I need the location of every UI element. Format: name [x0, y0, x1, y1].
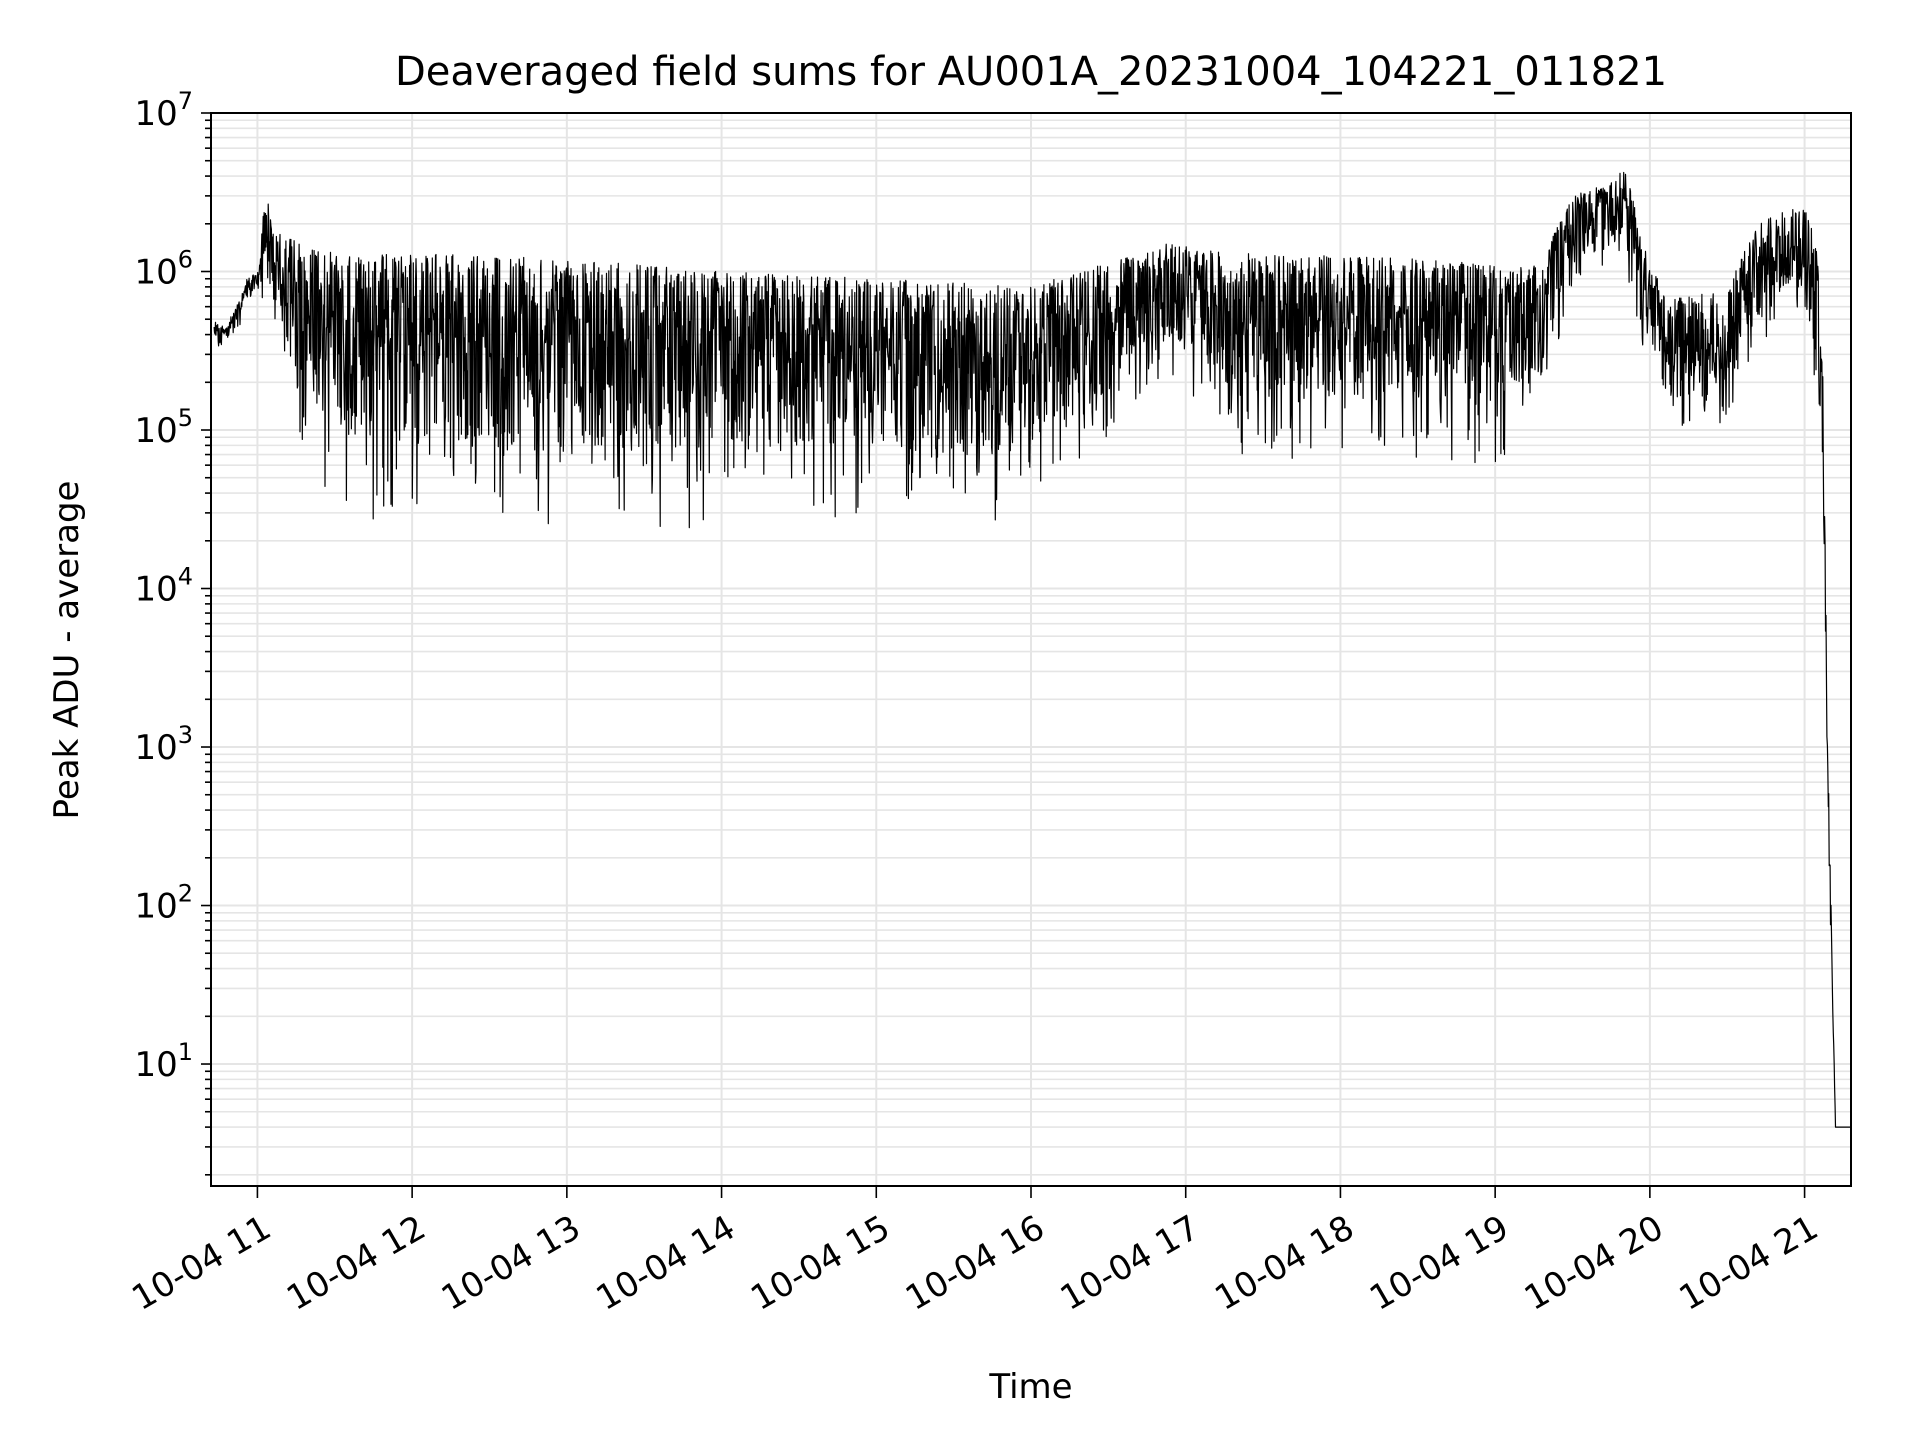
- y-tick-base: 10: [134, 94, 177, 134]
- y-tick-label: 101: [134, 1038, 193, 1085]
- y-axis-label: Peak ADU - average: [47, 481, 87, 820]
- y-tick-exponent: 5: [178, 404, 193, 432]
- y-tick-base: 10: [134, 887, 177, 927]
- y-tick-base: 10: [134, 1045, 177, 1085]
- y-tick-base: 10: [134, 411, 177, 451]
- y-tick-base: 10: [134, 728, 177, 768]
- y-tick-base: 10: [134, 570, 177, 610]
- grid: [211, 113, 1851, 1186]
- y-tick-exponent: 2: [178, 880, 193, 908]
- chart-title: Deaveraged field sums for AU001A_2023100…: [395, 49, 1667, 95]
- series-line: [213, 171, 1852, 1128]
- y-tick-exponent: 7: [178, 87, 193, 115]
- y-tick-label: 102: [134, 880, 193, 927]
- y-tick-exponent: 6: [178, 246, 193, 274]
- y-tick-exponent: 1: [178, 1038, 193, 1066]
- x-axis-label: Time: [988, 1367, 1072, 1407]
- y-tick-label: 105: [134, 404, 193, 451]
- y-tick-label: 103: [134, 721, 193, 768]
- plot-series: [213, 171, 1852, 1128]
- y-tick-exponent: 4: [178, 563, 193, 591]
- y-tick-base: 10: [134, 253, 177, 293]
- y-tick-label: 104: [134, 563, 193, 610]
- y-tick-label: 106: [134, 246, 193, 293]
- y-tick-exponent: 3: [178, 721, 193, 749]
- y-tick-label: 107: [134, 87, 193, 134]
